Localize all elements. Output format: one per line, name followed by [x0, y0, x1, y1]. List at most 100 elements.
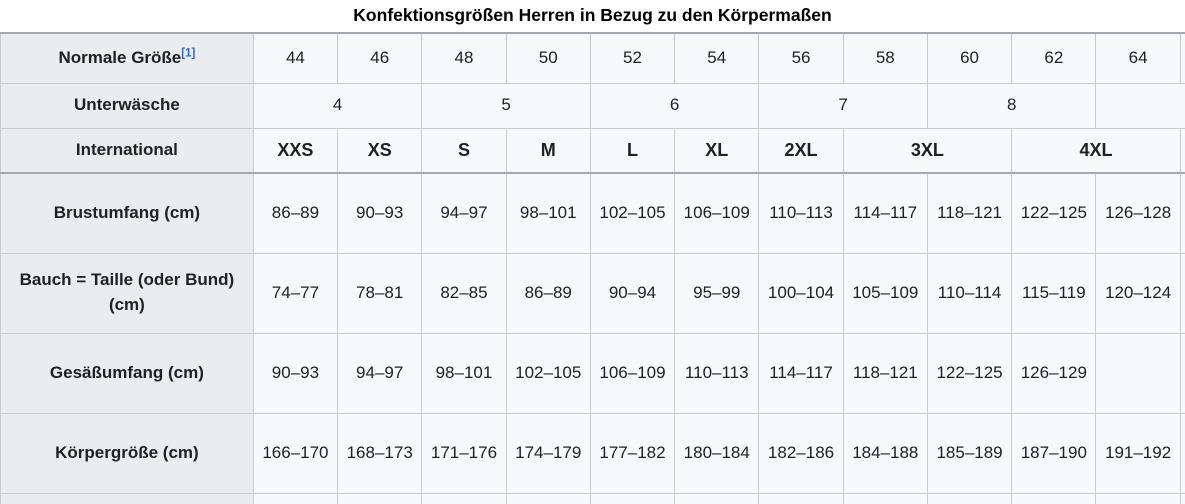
cell-brustumfang-48: 94–97	[421, 172, 507, 254]
cell-size-64: 64	[1095, 32, 1181, 84]
cell-koerper-62: 187–190	[1011, 412, 1097, 494]
cell-brustumfang-66: 129–132	[1179, 172, 1185, 254]
cell-size-54: 54	[674, 32, 760, 84]
table-row-unterwaesche: Unterwäsche 4 5 6 7 8	[0, 82, 1185, 129]
cell-bauch-50: 86–89	[505, 252, 591, 334]
cell-partial-8	[842, 492, 928, 504]
cell-brustumfang-46: 90–93	[337, 172, 423, 254]
cell-gesaess-50: 102–105	[505, 332, 591, 414]
row-header-normale-groesse: Normale Größe[1]	[0, 32, 254, 84]
cell-koerper-54: 180–184	[674, 412, 760, 494]
cell-international-empty	[1179, 127, 1185, 174]
cell-gesaess-46: 94–97	[337, 332, 423, 414]
cell-gesaess-52: 106–109	[589, 332, 676, 414]
cell-size-56: 56	[758, 32, 844, 84]
cell-koerper-50: 174–179	[505, 412, 591, 494]
cell-gesaess-64	[1095, 332, 1181, 414]
cell-partial-9	[926, 492, 1013, 504]
cell-brustumfang-52: 102–105	[589, 172, 676, 254]
cell-bauch-58: 105–109	[842, 252, 928, 334]
row-header-partial	[0, 492, 254, 504]
cell-international-s: S	[421, 127, 507, 174]
cell-bauch-64: 120–124	[1095, 252, 1181, 334]
cell-bauch-66: 125–128	[1179, 252, 1185, 334]
row-header-gesaessumfang: Gesäßumfang (cm)	[0, 332, 254, 414]
mens-size-conversion-table: Normale Größe[1] 44 46 48 50 52 54 56 58…	[0, 32, 1185, 504]
row-header-bauch-taille: Bauch = Taille (oder Bund) (cm)	[0, 252, 254, 334]
cell-brustumfang-64: 126–128	[1095, 172, 1181, 254]
reference-link-1[interactable]: [1]	[181, 47, 196, 60]
cell-partial-3	[421, 492, 507, 504]
cell-size-48: 48	[421, 32, 507, 84]
cell-bauch-56: 100–104	[758, 252, 844, 334]
cell-koerper-56: 182–186	[758, 412, 844, 494]
cell-gesaess-60: 122–125	[926, 332, 1013, 414]
cell-bauch-52: 90–94	[589, 252, 676, 334]
cell-koerper-52: 177–182	[589, 412, 676, 494]
cell-koerper-60: 185–189	[926, 412, 1013, 494]
cell-international-xxs: XXS	[252, 127, 339, 174]
cell-gesaess-58: 118–121	[842, 332, 928, 414]
cell-size-50: 50	[505, 32, 591, 84]
cell-gesaess-44: 90–93	[252, 332, 339, 414]
cell-koerper-48: 171–176	[421, 412, 507, 494]
cell-bauch-48: 82–85	[421, 252, 507, 334]
cell-bauch-54: 95–99	[674, 252, 760, 334]
cell-unterwaesche-6: 6	[589, 82, 760, 129]
cell-partial-10	[1011, 492, 1097, 504]
cell-gesaess-54: 110–113	[674, 332, 760, 414]
cell-international-3xl: 3XL	[842, 127, 1013, 174]
cell-size-46: 46	[337, 32, 423, 84]
cell-partial-1	[252, 492, 339, 504]
cell-bauch-44: 74–77	[252, 252, 339, 334]
cell-partial-2	[337, 492, 423, 504]
cell-unterwaesche-7: 7	[758, 82, 928, 129]
cell-koerper-64: 191–192	[1095, 412, 1181, 494]
cell-size-52: 52	[589, 32, 676, 84]
row-header-unterwaesche: Unterwäsche	[0, 82, 254, 129]
table-row-international: International XXS XS S M L XL 2XL 3XL 4X…	[0, 127, 1185, 174]
cell-brustumfang-50: 98–101	[505, 172, 591, 254]
cell-brustumfang-60: 118–121	[926, 172, 1013, 254]
cell-gesaess-66	[1179, 332, 1185, 414]
table-row-bauch-taille: Bauch = Taille (oder Bund) (cm) 74–77 78…	[0, 252, 1185, 334]
cell-size-58: 58	[842, 32, 928, 84]
cell-gesaess-56: 114–117	[758, 332, 844, 414]
cell-unterwaesche-5: 5	[421, 82, 591, 129]
cell-size-44: 44	[252, 32, 339, 84]
cell-international-l: L	[589, 127, 676, 174]
table-caption: Konfektionsgrößen Herren in Bezug zu den…	[0, 0, 1185, 32]
row-header-koerpergroesse: Körpergröße (cm)	[0, 412, 254, 494]
cell-brustumfang-58: 114–117	[842, 172, 928, 254]
cell-bauch-60: 110–114	[926, 252, 1013, 334]
cell-unterwaesche-empty	[1095, 82, 1185, 129]
cell-koerper-58: 184–188	[842, 412, 928, 494]
table-row-koerpergroesse: Körpergröße (cm) 166–170 168–173 171–176…	[0, 412, 1185, 494]
cell-unterwaesche-4: 4	[252, 82, 423, 129]
cell-bauch-62: 115–119	[1011, 252, 1097, 334]
cell-gesaess-48: 98–101	[421, 332, 507, 414]
cell-bauch-46: 78–81	[337, 252, 423, 334]
table-row-gesaessumfang: Gesäßumfang (cm) 90–93 94–97 98–101 102–…	[0, 332, 1185, 414]
cell-brustumfang-56: 110–113	[758, 172, 844, 254]
cell-international-xs: XS	[337, 127, 423, 174]
cell-brustumfang-44: 86–89	[252, 172, 339, 254]
table-row-brustumfang: Brustumfang (cm) 86–89 90–93 94–97 98–10…	[0, 172, 1185, 254]
cell-partial-12	[1179, 492, 1185, 504]
cell-international-2xl: 2XL	[758, 127, 844, 174]
cell-international-4xl: 4XL	[1011, 127, 1181, 174]
row-header-brustumfang: Brustumfang (cm)	[0, 172, 254, 254]
cell-koerper-66: 193–194	[1179, 412, 1185, 494]
cell-international-xl: XL	[674, 127, 760, 174]
cell-partial-6	[674, 492, 760, 504]
cell-international-m: M	[505, 127, 591, 174]
row-header-international: International	[0, 127, 254, 174]
cell-gesaess-62: 126–129	[1011, 332, 1097, 414]
cell-partial-5	[589, 492, 676, 504]
table-row-partial-next	[0, 492, 1185, 504]
cell-partial-7	[758, 492, 844, 504]
cell-size-62: 62	[1011, 32, 1097, 84]
cell-partial-11	[1095, 492, 1181, 504]
cell-size-60: 60	[926, 32, 1013, 84]
